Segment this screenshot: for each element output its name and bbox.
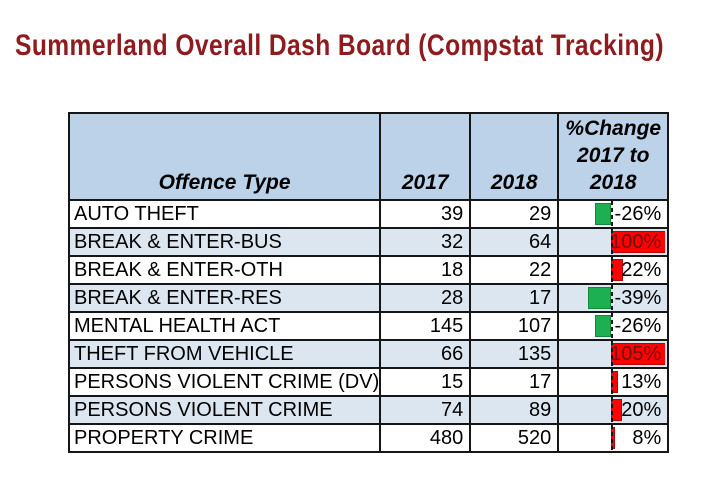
offence-type-cell: PERSONS VIOLENT CRIME (DV) (67, 367, 382, 397)
col-header-2018: 2018 (469, 112, 560, 201)
header-row: Offence Type 2017 2018 %Change 2017 to 2… (67, 112, 670, 201)
percent-change-cell: 20% (557, 395, 670, 425)
offence-type-cell: AUTO THEFT (67, 199, 382, 229)
table-header: Offence Type 2017 2018 %Change 2017 to 2… (67, 112, 670, 201)
offence-type-cell: THEFT FROM VEHICLE (67, 339, 382, 369)
databar-axis-line (611, 286, 614, 310)
offence-type-cell: PROPERTY CRIME (67, 423, 382, 453)
percent-change-line-2: 2017 to (577, 144, 650, 167)
offence-type-cell: BREAK & ENTER-OTH (67, 255, 382, 285)
table-row: PERSONS VIOLENT CRIME 74 89 20% (67, 395, 670, 425)
value-2018-cell: 17 (469, 367, 560, 397)
percent-change-cell: -26% (557, 199, 670, 229)
percent-change-value: -26% (614, 203, 662, 225)
databar-container: 22% (560, 258, 665, 282)
offence-type-cell: BREAK & ENTER-BUS (67, 227, 382, 257)
percent-change-cell: 13% (557, 367, 670, 397)
percent-change-value: 100% (610, 231, 662, 253)
percent-change-value: 13% (621, 371, 662, 393)
value-2017-cell: 66 (379, 339, 472, 369)
table-row: BREAK & ENTER-OTH 18 22 22% (67, 255, 670, 285)
value-2017-cell: 145 (379, 311, 472, 341)
databar-container: -26% (560, 202, 665, 226)
value-2018-cell: 64 (469, 227, 560, 257)
databar-container: 105% (560, 342, 666, 366)
databar-axis-line (611, 230, 614, 254)
table-row: AUTO THEFT 39 29 -26% (67, 199, 670, 229)
value-2018-cell: 22 (469, 255, 560, 285)
offence-type-cell: BREAK & ENTER-RES (67, 283, 382, 313)
databar-axis-line (611, 258, 614, 282)
databar-container: 13% (560, 370, 665, 394)
percent-change-value: -39% (614, 287, 662, 309)
databar-container: 100% (560, 230, 666, 254)
percent-change-value: -26% (614, 315, 662, 337)
databar-negative-green (595, 315, 612, 337)
databar-axis-line (611, 398, 614, 422)
databar-container: 20% (560, 398, 665, 422)
percent-change-cell: 100% (557, 227, 670, 257)
table-row: MENTAL HEALTH ACT 145 107 -26% (67, 311, 670, 341)
table-row: THEFT FROM VEHICLE 66 135 105% (67, 339, 670, 369)
value-2017-cell: 18 (379, 255, 472, 285)
databar-container: 8% (560, 426, 665, 450)
databar-container: -39% (560, 286, 665, 310)
compstat-table: Offence Type 2017 2018 %Change 2017 to 2… (67, 112, 670, 453)
value-2017-cell: 15 (379, 367, 472, 397)
value-2018-cell: 520 (469, 423, 560, 453)
value-2017-cell: 32 (379, 227, 472, 257)
databar-axis-line (611, 426, 614, 450)
databar-axis-line (611, 314, 614, 338)
value-2018-cell: 17 (469, 283, 560, 313)
databar-axis-line (611, 202, 614, 226)
percent-change-value: 105% (610, 343, 662, 365)
databar-container: -26% (560, 314, 665, 338)
databar-negative-green (595, 203, 612, 225)
databar-axis-line (611, 342, 614, 366)
percent-change-line-3: 2018 (589, 171, 637, 194)
percent-change-line-1: %Change (565, 117, 662, 140)
value-2017-cell: 480 (379, 423, 472, 453)
table-row: PROPERTY CRIME 480 520 8% (67, 423, 670, 453)
percent-change-cell: 22% (557, 255, 670, 285)
value-2017-cell: 39 (379, 199, 472, 229)
percent-change-cell: 105% (557, 339, 670, 369)
table-body: AUTO THEFT 39 29 -26% BREAK & ENTER-BUS 32 64 1… (67, 199, 670, 453)
databar-axis-line (611, 370, 614, 394)
percent-change-value: 22% (621, 259, 662, 281)
percent-change-cell: 8% (557, 423, 670, 453)
percent-change-cell: -26% (557, 311, 670, 341)
col-header-2017: 2017 (379, 112, 472, 201)
offence-type-cell: MENTAL HEALTH ACT (67, 311, 382, 341)
page-title: Summerland Overall Dash Board (Compstat … (15, 29, 664, 62)
table-row: BREAK & ENTER-RES 28 17 -39% (67, 283, 670, 313)
value-2017-cell: 74 (379, 395, 472, 425)
databar-negative-green (588, 287, 612, 309)
col-header-percent-change: %Change 2017 to 2018 (557, 112, 670, 201)
value-2018-cell: 135 (469, 339, 560, 369)
value-2018-cell: 107 (469, 311, 560, 341)
offence-type-cell: PERSONS VIOLENT CRIME (67, 395, 382, 425)
value-2017-cell: 28 (379, 283, 472, 313)
percent-change-value: 20% (621, 399, 662, 421)
table-row: PERSONS VIOLENT CRIME (DV) 15 17 13% (67, 367, 670, 397)
table-row: BREAK & ENTER-BUS 32 64 100% (67, 227, 670, 257)
percent-change-value: 8% (632, 427, 662, 449)
value-2018-cell: 89 (469, 395, 560, 425)
percent-change-cell: -39% (557, 283, 670, 313)
value-2018-cell: 29 (469, 199, 560, 229)
col-header-offence-type: Offence Type (67, 112, 382, 201)
